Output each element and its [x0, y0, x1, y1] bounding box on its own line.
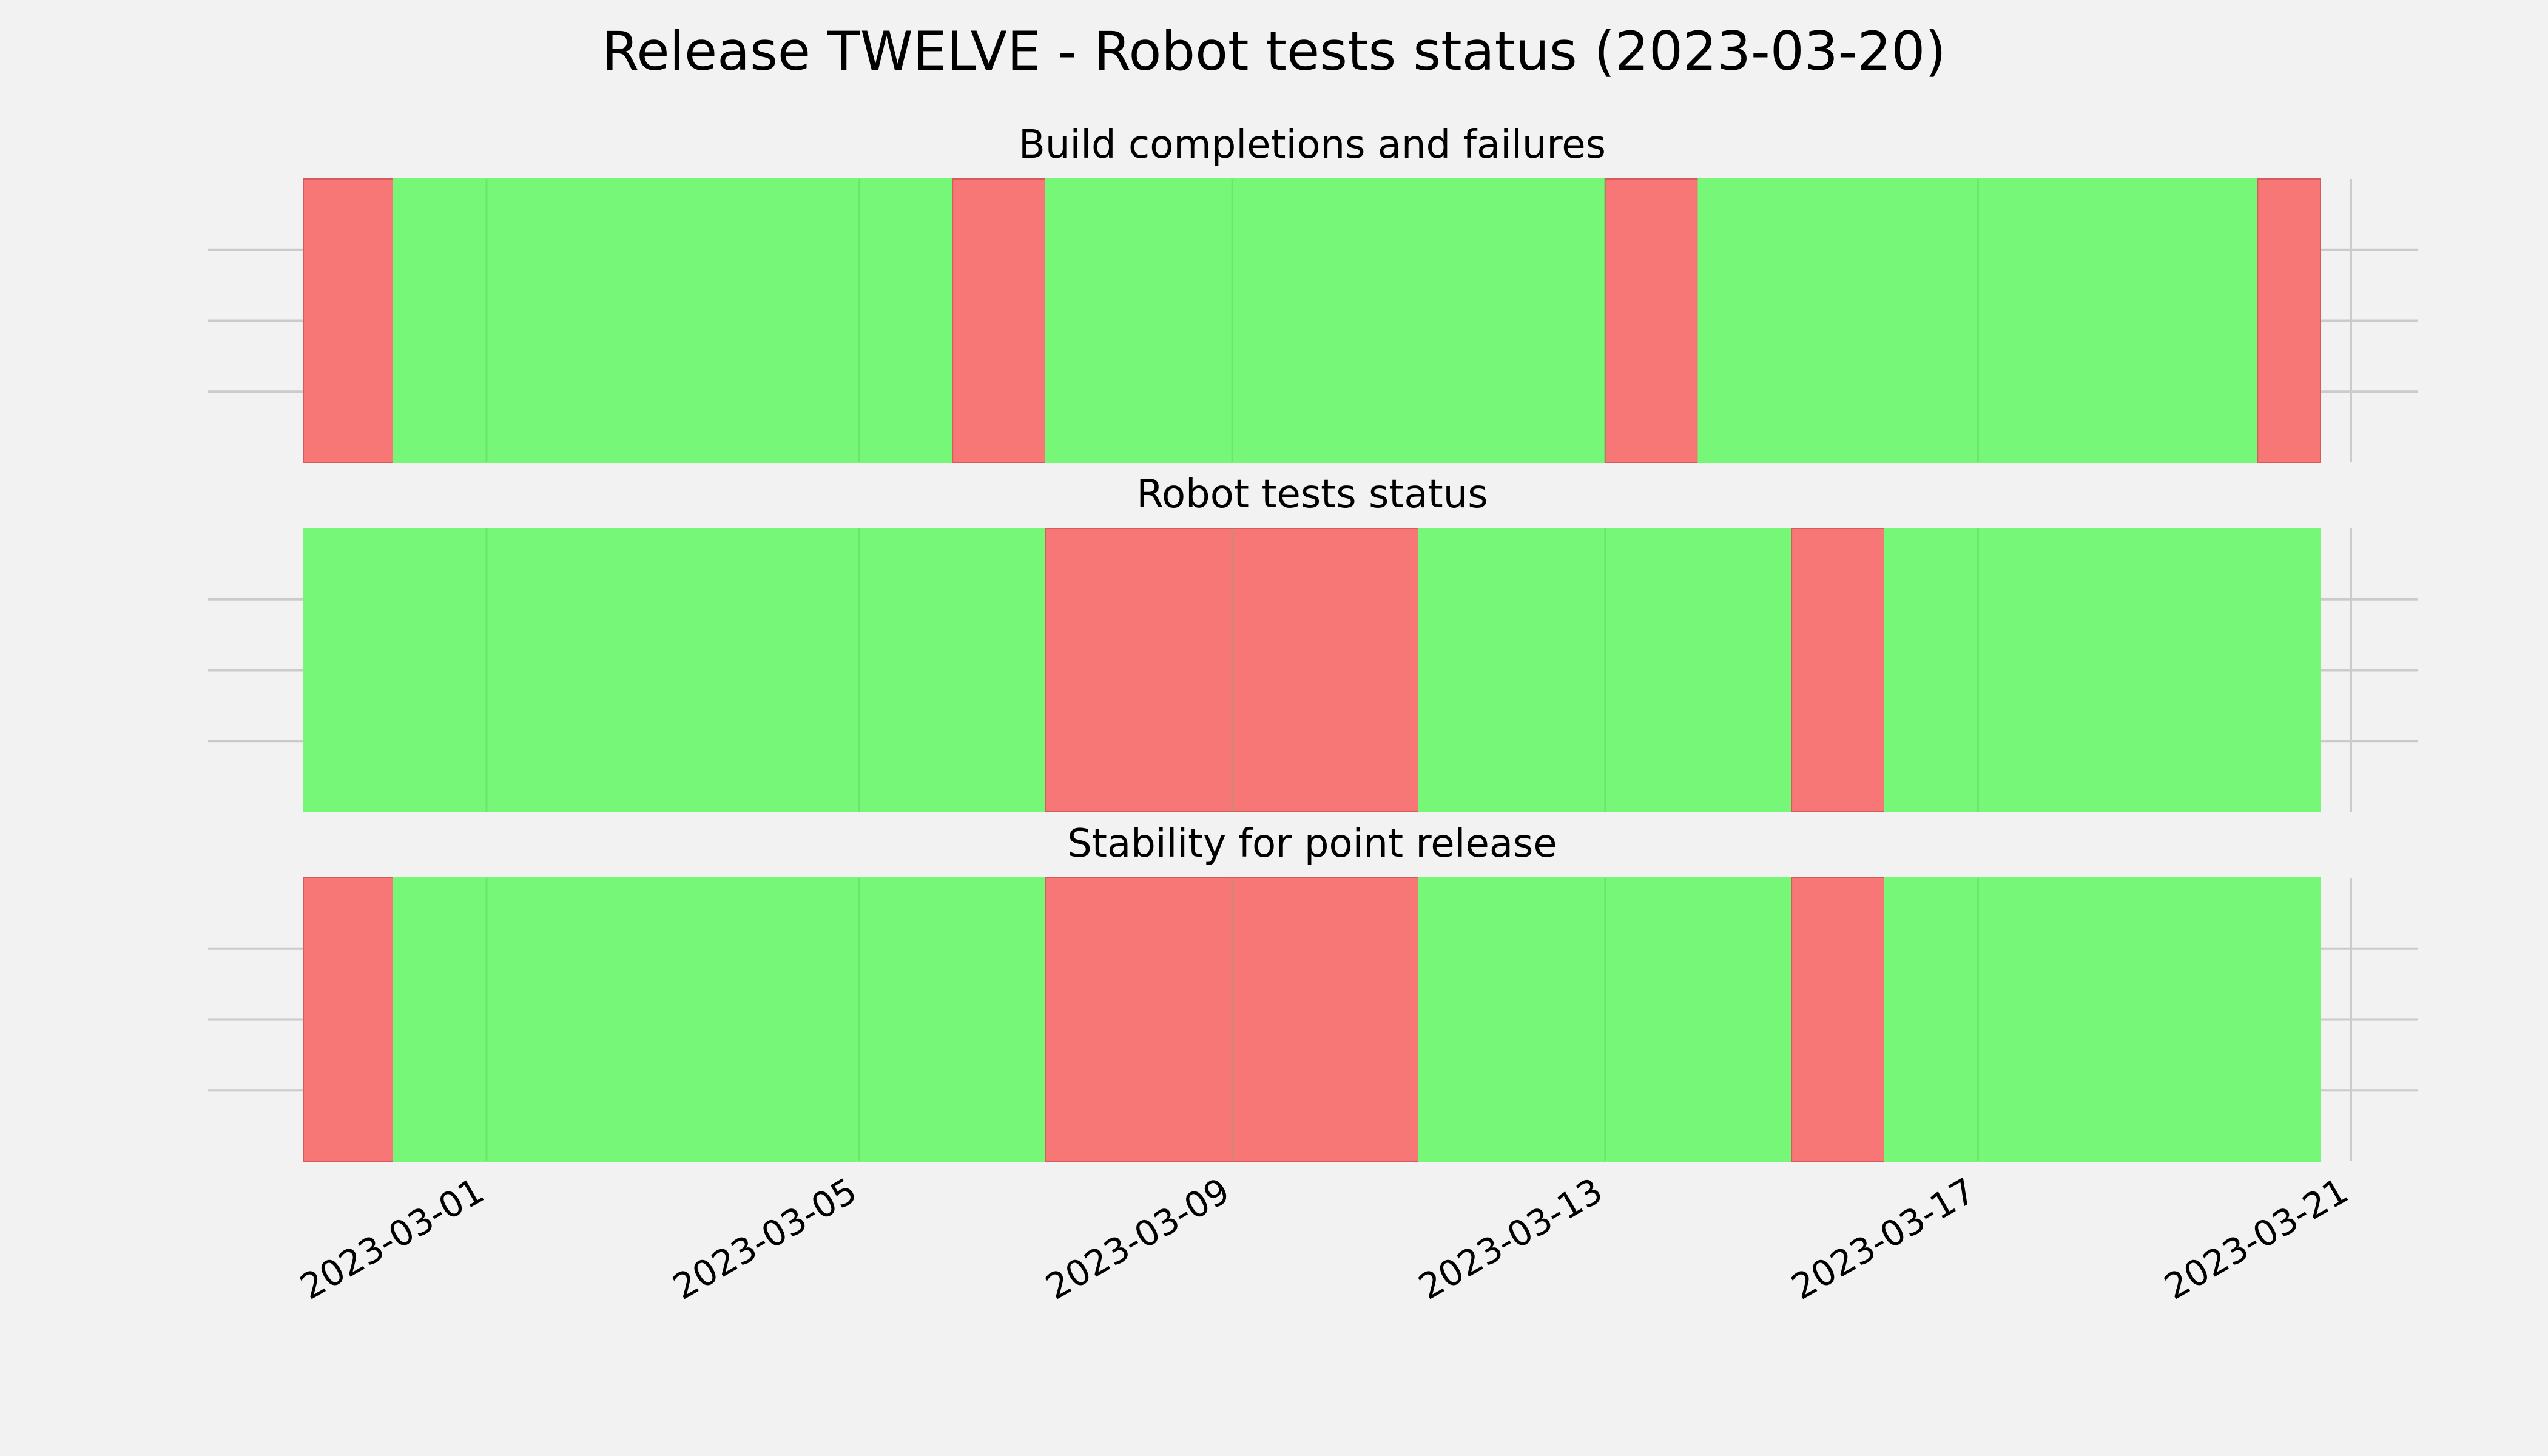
- segment-fail: [1045, 877, 1420, 1162]
- segment-fail: [2257, 178, 2322, 463]
- x-axis: 2023-03-01 2023-03-05 2023-03-09 2023-03-13…: [293, 1170, 2355, 1307]
- segment-pass: [393, 178, 954, 463]
- segment-fail: [952, 178, 1046, 463]
- segment-pass: [1418, 528, 1793, 812]
- segment-pass: [303, 528, 1046, 812]
- segment-pass: [1697, 178, 2259, 463]
- x-tick-label: 2023-03-01: [293, 1170, 491, 1307]
- segment-fail: [1604, 178, 1699, 463]
- segment-fail: [303, 178, 394, 463]
- segment-pass: [393, 877, 1046, 1162]
- segment-fail: [1045, 528, 1420, 812]
- panels: Build completions and failures Robot test…: [208, 123, 2418, 1162]
- panel-title: Stability for point release: [1067, 821, 1557, 866]
- segment-pass: [1045, 178, 1606, 463]
- segment-fail: [303, 877, 394, 1162]
- segment-pass: [1884, 528, 2321, 812]
- panel-3: Stability for point release: [208, 821, 2418, 1162]
- x-tick-label: 2023-03-05: [666, 1170, 864, 1307]
- x-tick-label: 2023-03-17: [1784, 1170, 1982, 1307]
- segment-pass: [1884, 877, 2321, 1162]
- segment-fail: [1791, 528, 1886, 812]
- segment-pass: [1418, 877, 1793, 1162]
- chart-title: Release TWELVE - Robot tests status (202…: [602, 20, 1946, 83]
- x-tick-label: 2023-03-09: [1039, 1170, 1236, 1307]
- panel-1: Build completions and failures: [208, 123, 2418, 463]
- x-tick-label: 2023-03-21: [2157, 1170, 2355, 1307]
- panel-title: Robot tests status: [1136, 472, 1488, 517]
- panel-title: Build completions and failures: [1019, 123, 1606, 167]
- x-tick-label: 2023-03-13: [1412, 1170, 1609, 1307]
- panel-2: Robot tests status: [208, 472, 2418, 812]
- segment-fail: [1791, 877, 1886, 1162]
